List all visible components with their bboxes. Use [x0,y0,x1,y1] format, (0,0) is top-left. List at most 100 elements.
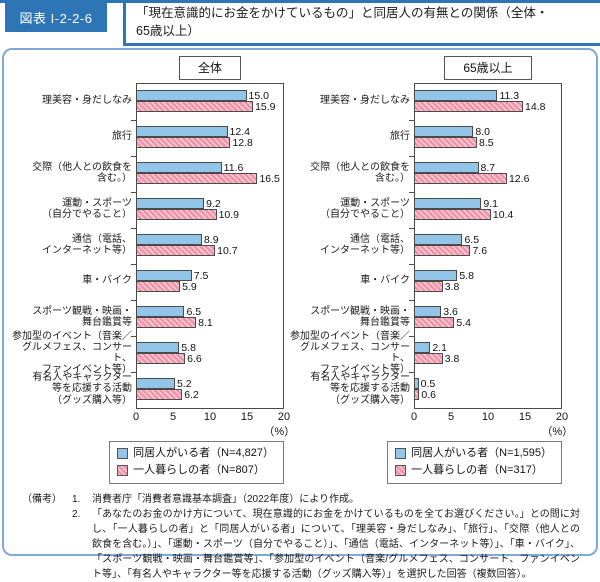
category-label: 通信（電話、 インターネット等） [290,227,414,263]
category-label: 通信（電話、 インターネット等） [12,227,136,263]
x-tick-label: 5 [447,411,455,423]
bar-line: 10.4 [415,209,561,221]
category-label-text: 交際（他人との飲食を 含む。） [32,161,132,184]
bar-group: 9.1 10.4 [409,192,561,229]
bar-line: 9.1 [415,197,561,210]
value-label: 14.8 [525,100,546,113]
bar-line: 7.6 [415,244,561,257]
category-label: 車・バイク [12,263,136,299]
bar-line: 14.8 [415,100,561,113]
value-label: 5.4 [456,316,472,329]
bar-group: 6.5 8.1 [131,300,283,337]
bar-line: 6.5 [137,305,283,318]
category-label: 旅行 [290,119,414,155]
value-label: 8.0 [475,125,490,138]
note-item: 2. 「あなたのお金のかけ方について、現在意識的にお金をかけているものを全てお選… [72,507,580,582]
category-label-text: 理美容・身だしなみ [320,95,410,107]
bar-living-alone [415,389,420,400]
plot-area: 11.3 14.8 8.0 8.5 8.7 12.6 9.1 10.4 6.5 7.6 5.8 3.8… [409,83,562,409]
value-label: 9.1 [483,197,499,210]
bar-with-cohabitants [137,162,222,173]
bar-group: 7.5 5.9 [131,264,283,301]
bar-group: 9.2 10.9 [131,192,283,229]
value-label: 12.4 [229,125,250,138]
chart-block-65plus: 65歳以上 理美容・身だしなみ 旅行 交際（他人との飲食を 含む。） 運動・スポーツ （自… [290,56,573,485]
category-label: 参加型のイベント（音楽／ グルメフェス、コンサート、 ファンイベント等） [12,331,136,376]
bar-with-cohabitants [415,162,479,173]
figure-header: 図表 I-2-2-6 「現在意識的にお金をかけているもの」と同居人の有無との関係… [0,0,600,46]
bar-living-alone [137,209,217,220]
figure-title: 「現在意識的にお金をかけているもの」と同居人の有無との関係（全体・ 65歳以上） [123,3,600,46]
figure-body: 全体 理美容・身だしなみ旅行交際（他人との飲食を 含む。） 運動・スポーツ （自分でや… [2,48,598,580]
value-label: 15.9 [255,100,276,113]
value-label: 15.0 [248,89,269,102]
category-label-text: 運動・スポーツ （自分でやること） [42,197,132,220]
x-tick-label: 15 [240,411,254,423]
bar-with-cohabitants [415,234,463,245]
bar-line: 10.7 [137,244,283,257]
x-tick-label: 10 [203,411,217,423]
bar-living-alone [137,353,186,364]
bar-living-alone [137,245,216,256]
bar-line: 15.0 [137,89,283,102]
category-label: 運動・スポーツ （自分でやること） [12,191,136,227]
bar-group: 3.6 5.4 [409,300,561,337]
bar-line: 0.5 [415,378,561,390]
x-tick-label: 0 [132,411,140,423]
bar-group: 11.3 14.8 [409,84,561,121]
notes-section: （備考） 1. 消費者庁「消費者意識基本調査」（2022年度）により作成。 2.… [4,484,596,582]
bar-group: 0.5 0.6 [415,372,561,408]
chart-grid: 理美容・身だしなみ 旅行 交際（他人との飲食を 含む。） 運動・スポーツ （自分でやること… [290,83,562,409]
bar-line: 3.6 [415,306,561,318]
category-label: 交際（他人との飲食を 含む。） [12,155,136,191]
figure-title-line2: 65歳以上） [136,23,200,38]
bar-line: 12.4 [137,125,283,138]
category-labels: 理美容・身だしなみ 旅行 交際（他人との飲食を 含む。） 運動・スポーツ （自分でやること… [290,83,414,409]
value-label: 10.7 [217,244,238,257]
x-axis: 0 5 10 15 20 （%） [410,409,573,439]
bar-line: 6.5 [415,234,561,246]
x-tick-label: 0 [410,411,418,423]
bar-group: 15.0 15.9 [131,84,283,121]
legend-item: 同居人がいる者（N=1,595） [395,445,552,462]
value-label: 10.9 [218,208,239,221]
bar-group: 5.8 3.8 [409,264,561,301]
value-label: 6.5 [186,305,202,318]
bar-living-alone [415,317,455,328]
value-label: 8.1 [198,316,213,329]
category-label-text: 通信（電話、 インターネット等） [42,233,132,256]
x-tick-label: 15 [518,411,532,423]
value-label: 7.6 [472,244,488,257]
bar-group: 8.9 10.7 [131,228,283,265]
bar-with-cohabitants [415,342,431,353]
bar-line: 3.8 [415,281,561,293]
bar-living-alone [137,389,183,400]
category-label: 有名人やキャラクター 等を応援する活動 （グッズ購入等） [12,371,136,407]
x-tick-label: 20 [277,411,291,423]
bar-line: 15.9 [137,100,283,113]
category-label: スポーツ観戦・映画・ 舞台鑑賞等 [290,299,414,335]
bar-line: 5.8 [415,270,561,282]
plot-area: 15.0 15.9 12.4 12.8 11.6 16.5 9.2 10.9 8.9 10.7 7.… [131,83,284,409]
bar-group: 8.7 12.6 [409,156,561,193]
bar-living-alone [415,281,443,292]
bar-line: 11.3 [415,89,561,102]
x-axis-unit: （%） [541,426,574,438]
legend-swatch-blue [395,448,407,460]
bar-with-cohabitants [137,306,185,317]
note-number: 2. [72,509,81,521]
legend: 同居人がいる者（N=1,595） 一人暮らしの者（N=317） [387,441,562,485]
category-label-text: 有名人やキャラクター 等を応援する活動 （グッズ購入等） [32,372,132,406]
category-label-text: 参加型のイベント（音楽／ グルメフェス、コンサート、 ファンイベント等） [290,330,410,376]
chart-block-total: 全体 理美容・身だしなみ 旅行 交際（他人との飲食を 含む。） 運動・スポーツ （自分でや… [12,56,295,485]
bar-with-cohabitants [137,90,247,101]
bar-living-alone [415,137,478,148]
bar-line: 8.5 [415,137,561,149]
x-tick-label: 20 [555,411,569,423]
legend-label: 一人暮らしの者（N=807） [133,464,265,477]
bar-line: 5.8 [137,342,283,354]
legend-swatch-blue [117,448,129,460]
chart-title-row: 全体 [136,56,284,80]
bar-living-alone [415,101,524,112]
value-label: 11.3 [499,89,520,102]
